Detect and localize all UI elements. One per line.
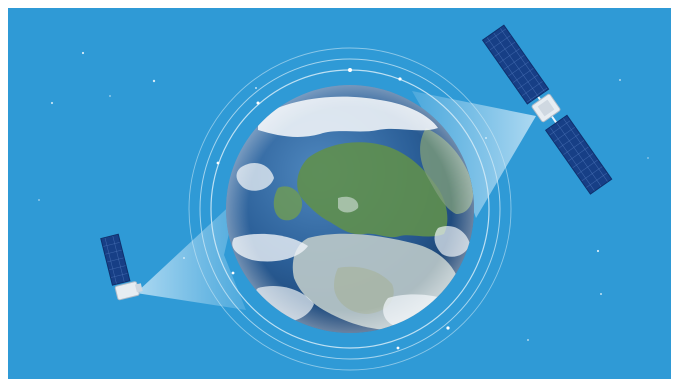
solar-panel-upper [481, 24, 550, 105]
scene-svg [8, 8, 671, 379]
solar-panel-lower [544, 114, 613, 195]
solar-panel [100, 233, 131, 286]
satellite-icon [100, 233, 143, 301]
signal-beam-right [412, 91, 536, 218]
satellite-earth-illustration [8, 8, 671, 379]
orbit-rings [188, 47, 512, 371]
signal-beam-left [136, 199, 246, 310]
satellite-icon [481, 24, 613, 195]
orbit-markers [216, 68, 450, 350]
earth-globe-icon [226, 85, 474, 333]
